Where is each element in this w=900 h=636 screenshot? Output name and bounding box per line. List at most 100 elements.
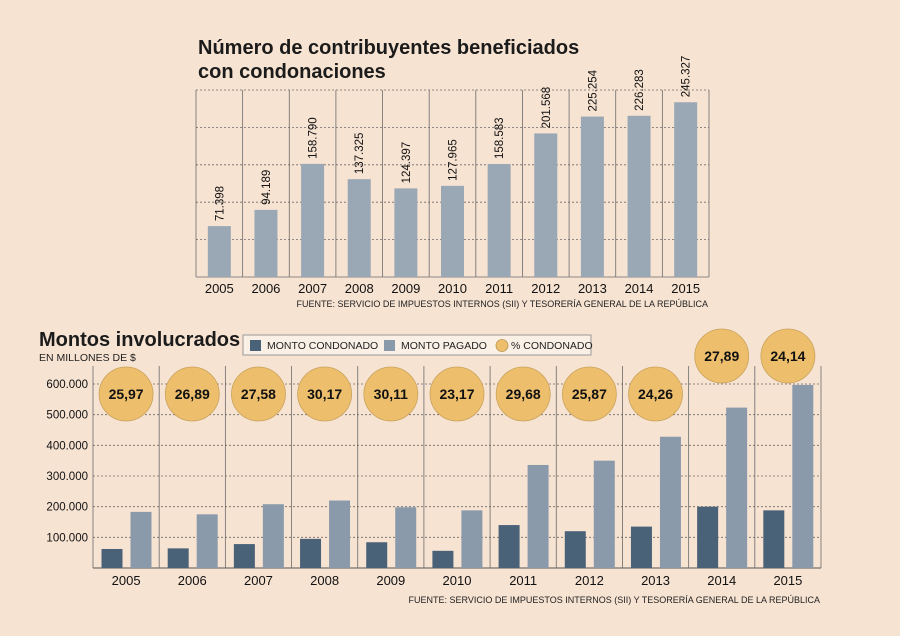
bottom-y-tick-200000: 200.000 xyxy=(46,502,88,514)
bottom-bar-pagado-2012 xyxy=(593,460,615,568)
bottom-x-tick-2006: 2006 xyxy=(178,573,207,588)
bottom-bar-condonado-2007 xyxy=(233,544,255,568)
pct-label-2010: 23,17 xyxy=(439,386,474,402)
bottom-bar-pagado-2005 xyxy=(130,511,152,568)
bottom-x-tick-2012: 2012 xyxy=(575,573,604,588)
top-bar-2013 xyxy=(580,116,604,277)
bottom-bar-condonado-2015 xyxy=(763,510,785,568)
bottom-y-tick-500000: 500.000 xyxy=(46,410,88,422)
top-bar-2011 xyxy=(487,164,511,277)
bottom-bar-condonado-2013 xyxy=(630,526,652,568)
bottom-bar-condonado-2009 xyxy=(366,542,388,568)
pct-circle-2007 xyxy=(231,366,286,422)
top-chart-value-labels: 71.398 94.189 158.790 137.325 124.397 127.965… xyxy=(214,56,692,221)
top-bar-2012 xyxy=(534,133,558,277)
pct-label-2013: 24,26 xyxy=(638,386,673,402)
pct-label-2005: 25,97 xyxy=(109,386,144,402)
top-x-tick-2010: 2010 xyxy=(438,281,467,296)
bottom-bar-condonado-2010 xyxy=(432,550,454,568)
bottom-chart-legend: MONTO CONDONADO MONTO PAGADO % CONDONADO xyxy=(242,334,593,356)
bottom-x-tick-2008: 2008 xyxy=(310,573,339,588)
bottom-x-tick-2015: 2015 xyxy=(773,573,802,588)
legend-swatch-pct xyxy=(495,339,509,352)
top-value-label-2015: 245.327 xyxy=(681,56,693,98)
bottom-x-tick-2011: 2011 xyxy=(509,573,537,588)
pct-label-2012: 25,87 xyxy=(572,386,607,402)
top-value-label-2014: 226.283 xyxy=(634,69,646,111)
top-chart-x-ticks: 2005 2006 2007 2008 2009 2010 2011 2012 2013 2014… xyxy=(205,281,700,296)
montos-chart: Montos involucrados EN MILLONES DE $ MON… xyxy=(39,328,822,605)
top-value-label-2010: 127.965 xyxy=(448,139,460,181)
bottom-chart-source: FUENTE: SERVICIO DE IMPUESTOS INTERNOS (… xyxy=(409,595,820,605)
pct-circle-2012 xyxy=(561,366,617,422)
bottom-bar-condonado-2005 xyxy=(101,548,123,568)
pct-label-2006: 26,89 xyxy=(175,386,210,402)
bottom-y-tick-300000: 300.000 xyxy=(46,471,88,483)
top-value-label-2005: 71.398 xyxy=(214,186,226,221)
top-bar-2014 xyxy=(627,115,651,278)
top-chart-title-line-2: con condonaciones xyxy=(198,61,386,83)
pct-label-2014: 27,89 xyxy=(704,348,739,364)
top-value-label-2012: 201.568 xyxy=(541,87,553,129)
bottom-bar-condonado-2012 xyxy=(564,531,586,568)
top-bar-2007 xyxy=(301,163,325,277)
pct-label-2008: 30,17 xyxy=(307,386,342,402)
top-value-label-2008: 137.325 xyxy=(354,133,366,175)
pct-label-2007: 27,58 xyxy=(241,386,276,402)
top-value-label-2007: 158.790 xyxy=(308,117,320,159)
pct-circle-2013 xyxy=(628,366,683,422)
bottom-x-tick-2013: 2013 xyxy=(641,573,670,588)
bottom-bar-condonado-2011 xyxy=(498,525,520,568)
top-bar-2009 xyxy=(394,188,418,277)
bottom-bar-pagado-2015 xyxy=(792,384,814,568)
top-bar-2015 xyxy=(674,102,698,277)
top-x-tick-2011: 2011 xyxy=(485,281,513,296)
pct-label-2015: 24,14 xyxy=(770,348,805,364)
pct-circle-2010 xyxy=(429,366,485,422)
bottom-chart-pct-circles: 25,97 26,89 27,58 30,17 30,11 23,17 29,68 25,87… xyxy=(98,328,816,422)
bottom-bar-condonado-2014 xyxy=(697,506,719,568)
top-bar-2010 xyxy=(441,185,464,277)
bottom-bar-pagado-2013 xyxy=(659,436,681,568)
legend-label-pct: % CONDONADO xyxy=(511,340,593,352)
legend-label-condonado: MONTO CONDONADO xyxy=(267,340,378,352)
top-x-tick-2008: 2008 xyxy=(345,281,374,296)
bottom-bar-pagado-2009 xyxy=(395,507,417,568)
pct-circle-2015 xyxy=(760,328,816,384)
bottom-y-tick-600000: 600.000 xyxy=(46,379,88,391)
bottom-bar-pagado-2011 xyxy=(527,464,549,568)
bottom-bar-pagado-2010 xyxy=(461,510,483,568)
bottom-x-tick-2010: 2010 xyxy=(443,573,472,588)
top-chart-bars xyxy=(207,102,698,278)
legend-swatch-pagado xyxy=(384,340,395,351)
top-value-label-2006: 94.189 xyxy=(261,170,273,205)
pct-circle-2009 xyxy=(363,366,419,422)
top-x-tick-2006: 2006 xyxy=(251,281,280,296)
top-bar-2008 xyxy=(347,179,371,277)
bottom-chart-subtitle: EN MILLONES DE $ xyxy=(39,352,136,364)
bottom-bar-condonado-2006 xyxy=(167,548,189,568)
bottom-chart-x-ticks: 2005 2006 2007 2008 2009 2010 2011 2012 2013 2014… xyxy=(112,573,803,588)
pct-circle-2006 xyxy=(164,366,220,422)
bottom-x-tick-2009: 2009 xyxy=(376,573,405,588)
top-x-tick-2007: 2007 xyxy=(298,281,327,296)
pct-circle-2008 xyxy=(297,366,353,422)
bottom-chart-bars xyxy=(101,384,814,568)
bottom-bar-pagado-2014 xyxy=(726,407,748,568)
top-x-tick-2013: 2013 xyxy=(578,281,607,296)
bottom-x-tick-2005: 2005 xyxy=(112,573,141,588)
bottom-chart-title: Montos involucrados xyxy=(39,329,240,351)
top-value-label-2013: 225.254 xyxy=(587,69,599,111)
top-x-tick-2009: 2009 xyxy=(391,281,420,296)
pct-circle-2005 xyxy=(98,366,154,422)
top-bar-2006 xyxy=(254,209,278,277)
bottom-bar-condonado-2008 xyxy=(300,538,322,568)
top-value-label-2011: 158.583 xyxy=(494,117,506,159)
top-chart-source: FUENTE: SERVICIO DE IMPUESTOS INTERNOS (… xyxy=(297,299,708,309)
bottom-x-tick-2014: 2014 xyxy=(707,573,736,588)
top-x-tick-2012: 2012 xyxy=(531,281,560,296)
bottom-bar-pagado-2007 xyxy=(262,504,284,568)
bottom-y-tick-400000: 400.000 xyxy=(46,440,88,452)
legend-swatch-condonado xyxy=(250,340,261,351)
